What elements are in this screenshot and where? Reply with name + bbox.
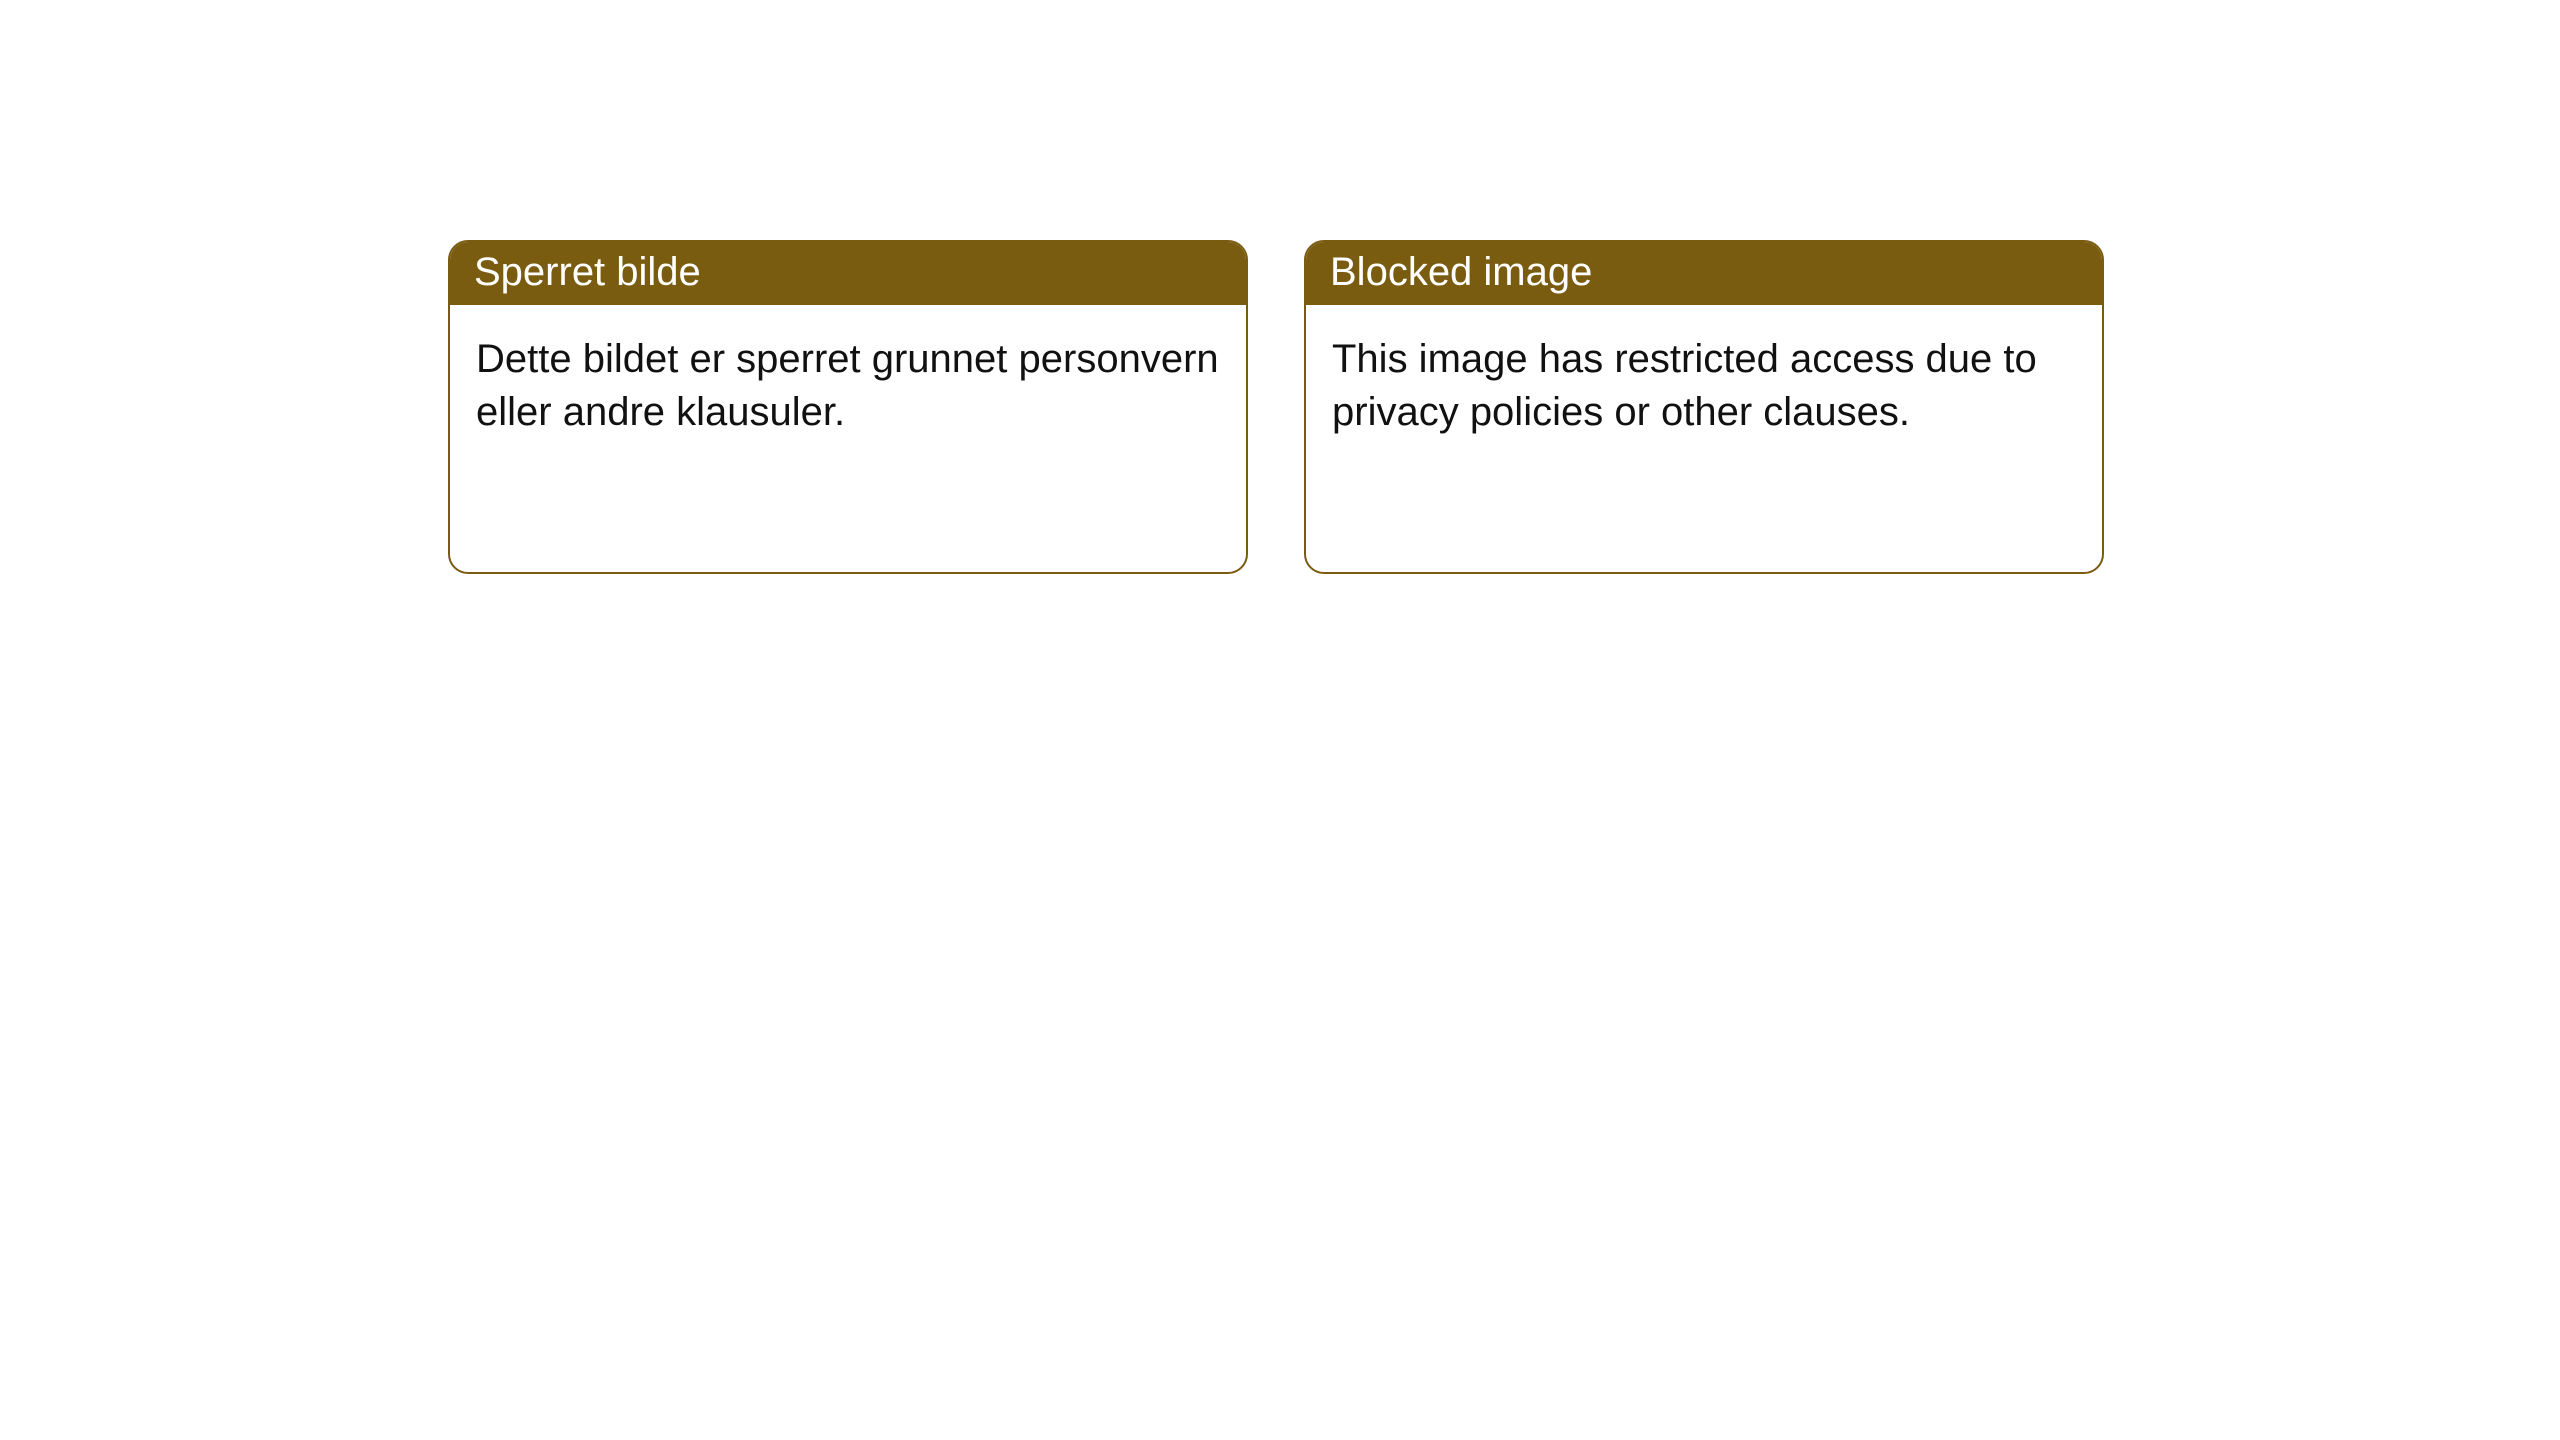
notice-body: Dette bildet er sperret grunnet personve… xyxy=(450,305,1246,467)
notice-card-norwegian: Sperret bilde Dette bildet er sperret gr… xyxy=(448,240,1248,574)
notice-container: Sperret bilde Dette bildet er sperret gr… xyxy=(0,0,2560,574)
notice-card-english: Blocked image This image has restricted … xyxy=(1304,240,2104,574)
notice-body: This image has restricted access due to … xyxy=(1306,305,2102,467)
notice-title: Sperret bilde xyxy=(450,242,1246,305)
notice-title: Blocked image xyxy=(1306,242,2102,305)
